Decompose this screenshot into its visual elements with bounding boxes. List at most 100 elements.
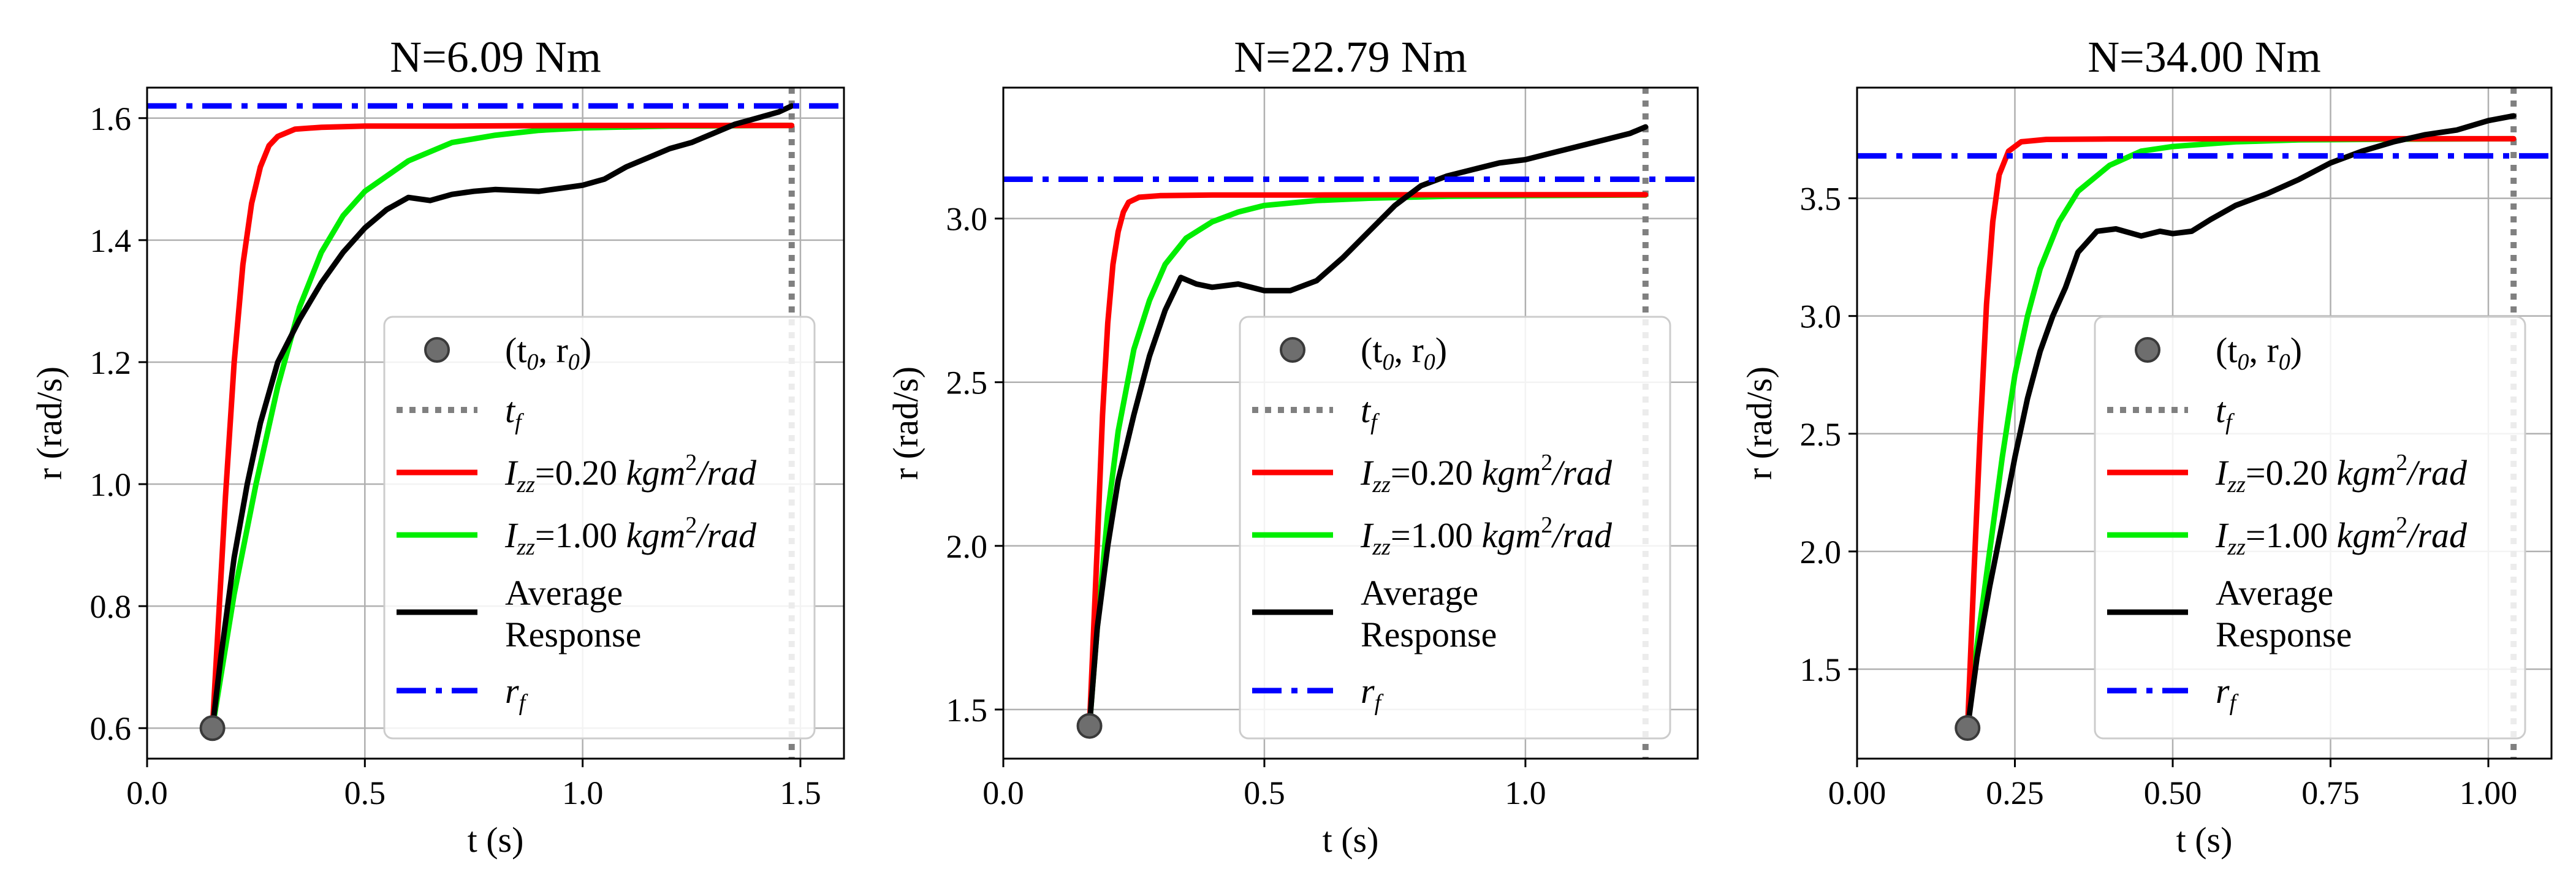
legend-marker-handle <box>2135 337 2160 363</box>
legend-text: I <box>2215 515 2229 555</box>
legend-text: (t <box>505 330 526 370</box>
legend-text: , r <box>1394 330 1423 370</box>
x-tick-label: 0.0 <box>126 775 168 811</box>
legend-label-izz-100: Izz=1.00 kgm2/rad <box>504 512 757 560</box>
legend-label-average-2: Response <box>1361 615 1497 654</box>
legend-sub: 0 <box>1382 349 1394 375</box>
legend-text: ) <box>580 330 591 370</box>
y-tick-label: 3.0 <box>946 201 988 238</box>
legend-label-izz-020: Izz=0.20 kgm2/rad <box>504 450 757 498</box>
legend-text: kgm <box>1482 453 1541 493</box>
y-axis-label: r (rad/s) <box>29 366 69 480</box>
y-axis-label: r (rad/s) <box>886 366 925 480</box>
legend-sup: 2 <box>685 512 697 538</box>
legend-text: /rad <box>2406 453 2468 493</box>
legend-sub: zz <box>2227 534 2246 560</box>
legend-text: t <box>505 390 516 430</box>
y-tick-label: 1.5 <box>946 692 988 729</box>
legend-sub: zz <box>2227 472 2246 498</box>
legend-text: /rad <box>695 453 757 493</box>
legend-label-average-1: Average <box>1361 573 1478 613</box>
legend-sup: 2 <box>1541 450 1552 476</box>
x-tick-label: 0.00 <box>1828 775 1886 811</box>
chart-title: N=34.00 Nm <box>2088 32 2321 82</box>
legend-sup: 2 <box>685 450 697 476</box>
legend-text: /rad <box>695 515 757 555</box>
y-tick-label: 0.8 <box>90 588 132 625</box>
legend-marker-handle <box>424 337 450 363</box>
legend-text: kgm <box>626 453 686 493</box>
average-response-line <box>210 103 795 731</box>
legend-text: =1.00 <box>2246 515 2337 555</box>
legend-text: I <box>504 515 519 555</box>
y-tick-label: 2.0 <box>1800 534 1842 571</box>
chart-title: N=22.79 Nm <box>1234 32 1467 82</box>
y-tick-label: 1.4 <box>90 222 132 259</box>
legend-text: kgm <box>626 515 686 555</box>
x-tick-label: 1.00 <box>2460 775 2518 811</box>
y-tick-label: 1.2 <box>90 344 132 381</box>
y-tick-label: 1.6 <box>90 100 132 137</box>
legend-text: , r <box>538 330 568 370</box>
legend-text: =0.20 <box>1391 453 1482 493</box>
legend-label-start: (t0, r0) <box>2216 330 2302 375</box>
x-tick-label: 1.5 <box>780 775 821 811</box>
legend-text: kgm <box>2337 453 2396 493</box>
x-tick-label: 0.25 <box>1986 775 2044 811</box>
average-response-line <box>1087 124 1649 729</box>
legend-marker-handle <box>1280 337 1305 363</box>
axes-frame <box>1856 86 2553 760</box>
legend-text: I <box>504 453 519 493</box>
axes-frame <box>146 86 845 760</box>
legend-text: kgm <box>2337 515 2396 555</box>
legend-text: (t <box>1361 330 1382 370</box>
x-tick-label: 0.5 <box>1244 775 1285 811</box>
y-tick-label: 2.5 <box>946 365 988 401</box>
series-izz-020-line <box>210 123 795 731</box>
legend-sub: 0 <box>2237 349 2249 375</box>
legend-label-izz-020: Izz=0.20 kgm2/rad <box>1360 450 1613 498</box>
legend-text: =1.00 <box>535 515 626 555</box>
panel-2: 0.0 0.5 1.0 1.5 2.0 2.5 3.0 N=22.79 Nm t (s) r (r… <box>886 32 1699 860</box>
legend-text: kgm <box>1482 515 1541 555</box>
legend-text: ) <box>1435 330 1447 370</box>
legend-sub: zz <box>516 472 535 498</box>
legend-text: r <box>2216 671 2230 711</box>
legend-sub: zz <box>1372 534 1391 560</box>
average-response-line <box>1964 113 2517 731</box>
legend-box <box>383 316 816 740</box>
legend-box <box>2094 316 2526 740</box>
series-izz-100-line <box>210 123 795 731</box>
legend-text: /rad <box>2406 515 2468 555</box>
x-tick-label: 1.0 <box>562 775 604 811</box>
x-axis-label: t (s) <box>2176 820 2233 860</box>
legend-sub: 0 <box>568 349 580 375</box>
y-tick-label: 3.0 <box>1800 298 1842 335</box>
legend-text: =0.20 <box>2246 453 2337 493</box>
legend-label-izz-100: Izz=1.00 kgm2/rad <box>1360 512 1613 560</box>
panel-3: 0.00 0.25 0.50 0.75 1.00 1.5 2.0 2.5 3.0 3.5 N=34.… <box>1739 32 2553 860</box>
start-point-marker <box>1076 713 1103 739</box>
legend-sub: 0 <box>526 349 538 375</box>
legend-label-izz-100: Izz=1.00 kgm2/rad <box>2215 512 2468 560</box>
legend-sub: zz <box>1372 472 1391 498</box>
x-tick-label: 0.0 <box>982 775 1024 811</box>
x-tick-label: 0.50 <box>2144 775 2202 811</box>
y-tick-label: 1.0 <box>90 466 132 503</box>
legend-label-start: (t0, r0) <box>505 330 591 375</box>
start-point-marker <box>1955 715 1981 741</box>
x-tick-label: 0.75 <box>2301 775 2360 811</box>
legend-text: t <box>2216 390 2227 430</box>
legend-sup: 2 <box>2396 512 2407 538</box>
legend-text: /rad <box>1551 453 1613 493</box>
legend-label-average-2: Response <box>505 615 641 654</box>
legend-text: r <box>505 671 519 711</box>
x-tick-label: 0.5 <box>344 775 386 811</box>
legend-sub: 0 <box>1424 349 1435 375</box>
legend-label-izz-020: Izz=0.20 kgm2/rad <box>2215 450 2468 498</box>
series-izz-020-line <box>1964 135 2517 731</box>
legend-label-average-2: Response <box>2216 615 2352 654</box>
